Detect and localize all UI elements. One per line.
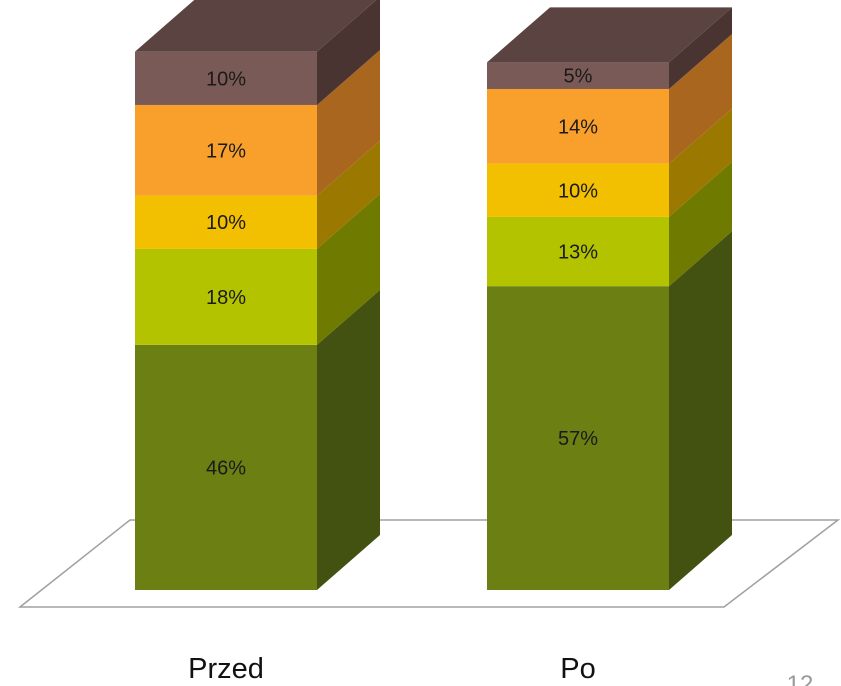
bar-segment-po-4-side — [669, 33, 732, 164]
data-label-po-4: 14% — [558, 116, 598, 138]
bar-segment-po-1-front — [487, 286, 669, 590]
data-label-przed-1: 46% — [206, 457, 246, 479]
bar-segment-po-3-side — [669, 108, 732, 217]
data-label-po-3: 10% — [558, 180, 598, 202]
bar-segment-po-5-side — [669, 7, 732, 89]
bar-segment-przed-4-side — [317, 49, 380, 196]
bar-segment-przed-2-side — [317, 193, 380, 345]
bar-segment-po-5-front — [487, 62, 669, 89]
bar-segment-przed-5-side — [317, 0, 380, 105]
bar-segment-przed-5-front — [135, 51, 317, 105]
data-label-przed-5: 10% — [206, 68, 246, 90]
category-label-przed: Przed — [188, 653, 264, 685]
data-label-przed-4: 17% — [206, 140, 246, 162]
bar-segment-przed-2-front — [135, 248, 317, 345]
bar-top-przed — [135, 0, 377, 52]
data-label-po-5: 5% — [564, 66, 593, 88]
bar-segment-przed-3-front — [135, 195, 317, 249]
bar-segment-przed-3-side — [317, 140, 380, 249]
bar-segment-po-2-front — [487, 216, 669, 287]
data-label-przed-2: 18% — [206, 287, 246, 309]
category-label-po: Po — [560, 653, 595, 685]
data-label-po-2: 13% — [558, 242, 598, 264]
bar-segment-przed-1-side — [317, 289, 380, 590]
bar-segment-po-4-front — [487, 88, 669, 164]
bar-segment-po-3-front — [487, 163, 669, 217]
bar-segment-przed-4-front — [135, 104, 317, 196]
bar-top-po — [487, 7, 732, 63]
data-label-przed-3: 10% — [206, 212, 246, 234]
bar-segment-przed-1-front — [135, 344, 317, 590]
bar-segment-po-2-side — [669, 161, 732, 287]
data-label-po-1: 57% — [558, 428, 598, 450]
bar-segment-po-1-side — [669, 231, 732, 590]
page-number: 12 — [787, 671, 814, 686]
